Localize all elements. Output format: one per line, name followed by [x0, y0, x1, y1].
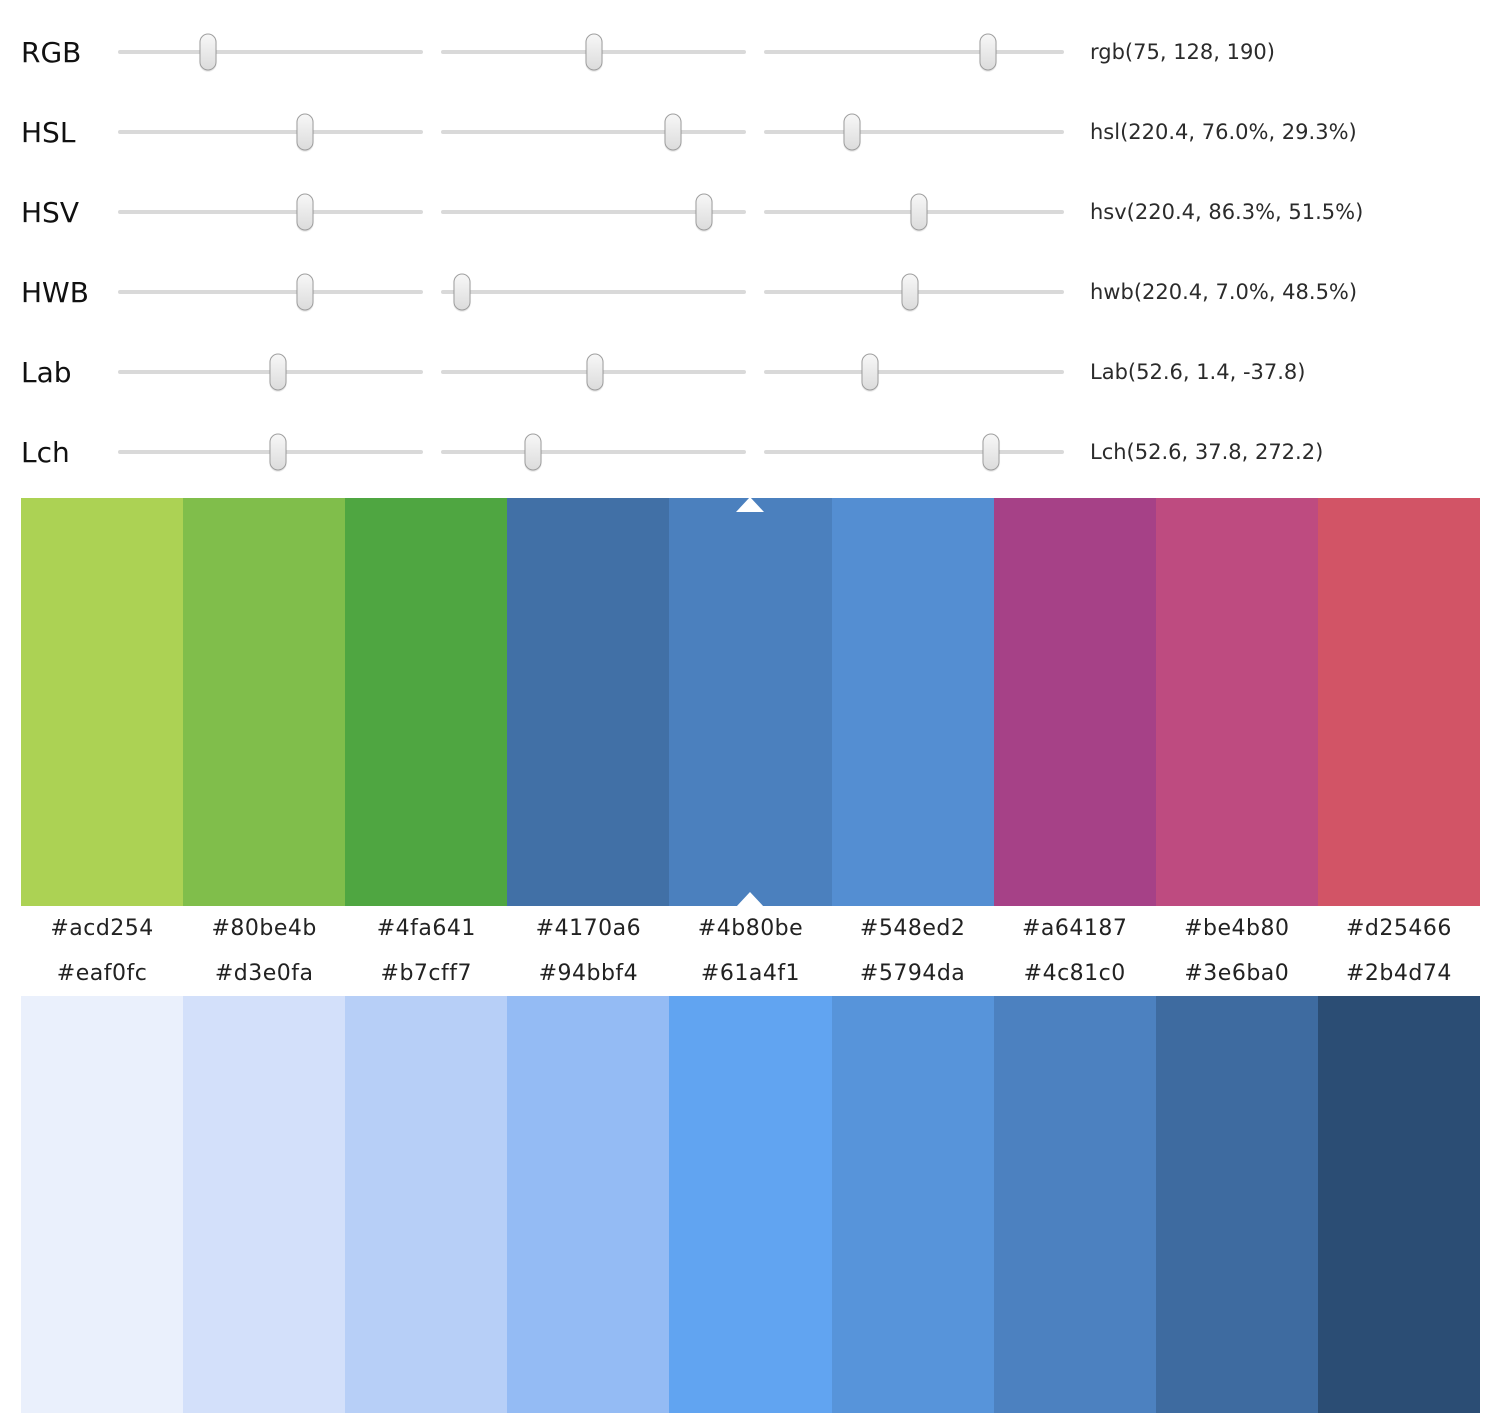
- tone-hex-label: #d3e0fa: [214, 961, 314, 986]
- slider-handle[interactable]: [982, 433, 1000, 471]
- tone-swatch[interactable]: [345, 996, 508, 1413]
- tone-swatch[interactable]: [831, 996, 994, 1413]
- hue-swatch[interactable]: [345, 498, 508, 906]
- slider-track[interactable]: [764, 273, 1064, 311]
- hue-hex-label: #4b80be: [697, 916, 804, 941]
- slider-handle[interactable]: [695, 193, 713, 231]
- tone-swatch[interactable]: [507, 996, 670, 1413]
- hue-hex-label: #80be4b: [211, 916, 317, 941]
- slider-handle[interactable]: [453, 273, 471, 311]
- tone-swatch[interactable]: [993, 996, 1156, 1413]
- hue-hex-label: #4fa641: [376, 916, 476, 941]
- slider-handle[interactable]: [664, 113, 682, 151]
- hue-hex-label: #548ed2: [859, 916, 966, 941]
- color-value-label: rgb(75, 128, 190): [1090, 40, 1275, 64]
- slider-handle[interactable]: [861, 353, 879, 391]
- slider-handle[interactable]: [296, 113, 314, 151]
- selected-marker-top-icon: [736, 497, 765, 512]
- slider-track[interactable]: [441, 33, 746, 71]
- slider-row-label: HSL: [21, 115, 76, 149]
- tone-hex-label: #3e6ba0: [1184, 961, 1290, 986]
- slider-row-lch: Lch Lch(52.6, 37.8, 272.2): [0, 412, 1501, 492]
- color-value-label: Lch(52.6, 37.8, 272.2): [1090, 440, 1324, 464]
- hue-swatch[interactable]: [183, 498, 346, 906]
- slider-handle[interactable]: [910, 193, 927, 231]
- tone-swatch[interactable]: [1155, 996, 1318, 1413]
- slider-handle[interactable]: [586, 353, 604, 391]
- hue-swatch[interactable]: [1155, 498, 1318, 906]
- hue-swatch-selected[interactable]: [669, 497, 832, 907]
- slider-track[interactable]: [441, 433, 746, 471]
- hue-palette-hex-labels: #acd254 #80be4b #4fa641 #4170a6 #4b80be #548e…: [21, 906, 1480, 951]
- tone-hex-label: #b7cff7: [380, 961, 473, 986]
- hue-hex-label: #be4b80: [1184, 916, 1290, 941]
- slider-handle[interactable]: [269, 353, 287, 391]
- tone-hex-label: #61a4f1: [700, 961, 801, 986]
- hue-swatch[interactable]: [831, 498, 994, 906]
- hue-hex-label: #d25466: [1345, 916, 1452, 941]
- hue-hex-label: #4170a6: [535, 916, 642, 941]
- color-value-label: hsl(220.4, 76.0%, 29.3%): [1090, 120, 1357, 144]
- hue-swatch[interactable]: [1317, 498, 1480, 906]
- slider-row-label: HWB: [21, 275, 89, 309]
- slider-track[interactable]: [118, 193, 423, 231]
- tone-hex-label: #eaf0fc: [56, 961, 148, 986]
- color-value-label: Lab(52.6, 1.4, -37.8): [1090, 360, 1306, 384]
- slider-handle[interactable]: [843, 113, 861, 151]
- selected-marker-bottom-icon: [736, 892, 765, 907]
- slider-track[interactable]: [118, 433, 423, 471]
- slider-row-label: RGB: [21, 35, 82, 69]
- slider-track[interactable]: [441, 353, 746, 391]
- hue-hex-label: #a64187: [1022, 916, 1128, 941]
- tone-palette: [21, 996, 1480, 1413]
- slider-track[interactable]: [441, 193, 746, 231]
- slider-track[interactable]: [764, 113, 1064, 151]
- slider-row-hsl: HSL hsl(220.4, 76.0%, 29.3%): [0, 92, 1501, 172]
- hue-swatch[interactable]: [21, 498, 184, 906]
- tone-hex-label: #94bbf4: [538, 961, 639, 986]
- slider-handle[interactable]: [199, 33, 217, 71]
- slider-row-hsv: HSV hsv(220.4, 86.3%, 51.5%): [0, 172, 1501, 252]
- slider-handle[interactable]: [296, 273, 314, 311]
- color-space-sliders: RGB rgb(75, 128, 190) HSL hsl(220.4, 76.0%,…: [0, 0, 1501, 498]
- tone-hex-label: #4c81c0: [1023, 961, 1126, 986]
- slider-track[interactable]: [764, 193, 1064, 231]
- slider-row-label: Lab: [21, 355, 72, 389]
- slider-row-label: HSV: [21, 195, 79, 229]
- slider-handle[interactable]: [296, 193, 314, 231]
- slider-track[interactable]: [764, 33, 1064, 71]
- slider-track[interactable]: [118, 353, 423, 391]
- slider-handle[interactable]: [524, 433, 542, 471]
- slider-track[interactable]: [441, 113, 746, 151]
- tone-swatch[interactable]: [669, 996, 832, 1413]
- hue-palette: [21, 497, 1480, 907]
- slider-handle[interactable]: [269, 433, 287, 471]
- slider-track[interactable]: [118, 273, 423, 311]
- color-value-label: hwb(220.4, 7.0%, 48.5%): [1090, 280, 1358, 304]
- slider-track[interactable]: [764, 353, 1064, 391]
- slider-handle[interactable]: [979, 33, 996, 71]
- slider-track[interactable]: [118, 113, 423, 151]
- slider-row-lab: Lab Lab(52.6, 1.4, -37.8): [0, 332, 1501, 412]
- slider-handle[interactable]: [585, 33, 603, 71]
- slider-track[interactable]: [764, 433, 1064, 471]
- tone-hex-label: #2b4d74: [1346, 961, 1452, 986]
- tone-swatch[interactable]: [21, 996, 184, 1413]
- slider-row-label: Lch: [21, 435, 70, 469]
- slider-row-rgb: RGB rgb(75, 128, 190): [0, 12, 1501, 92]
- hue-swatch[interactable]: [507, 498, 670, 906]
- tone-swatch[interactable]: [183, 996, 346, 1413]
- tone-swatch[interactable]: [1317, 996, 1480, 1413]
- tone-hex-label: #5794da: [859, 961, 966, 986]
- hue-swatch[interactable]: [993, 498, 1156, 906]
- slider-handle[interactable]: [901, 273, 918, 311]
- hue-hex-label: #acd254: [50, 916, 154, 941]
- slider-track[interactable]: [441, 273, 746, 311]
- color-value-label: hsv(220.4, 86.3%, 51.5%): [1090, 200, 1364, 224]
- slider-track[interactable]: [118, 33, 423, 71]
- slider-row-hwb: HWB hwb(220.4, 7.0%, 48.5%): [0, 252, 1501, 332]
- tone-palette-hex-labels: #eaf0fc #d3e0fa #b7cff7 #94bbf4 #61a4f1 #5794…: [21, 951, 1480, 996]
